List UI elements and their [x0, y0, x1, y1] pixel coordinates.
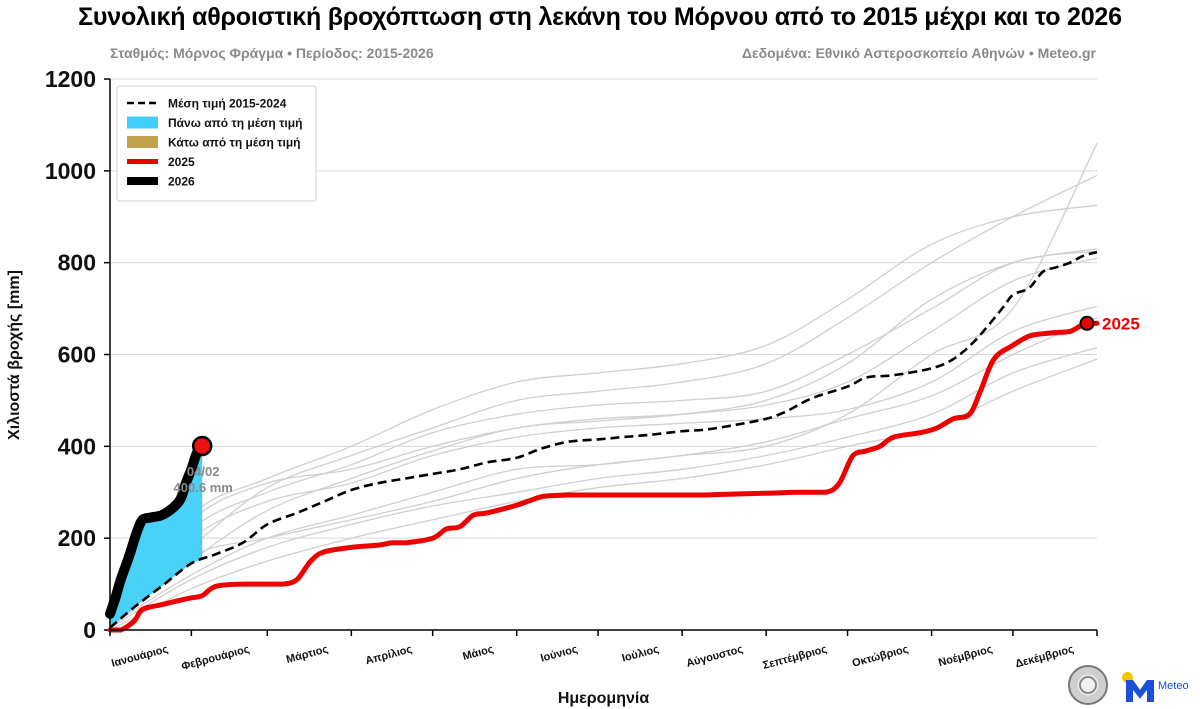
legend-label-above: Πάνω από τη μέση τιμή [168, 116, 302, 130]
meteo-mark-icon [1126, 680, 1154, 702]
above-mean-area [110, 446, 203, 628]
x-tick-label: Ιανουάριος [110, 643, 170, 670]
x-tick-label: Φεβρουάριος [180, 643, 251, 673]
background-year-line [109, 346, 1098, 629]
x-tick-label: Ιούνιος [539, 643, 579, 664]
meteo-wordmark: Meteo [1158, 680, 1189, 692]
background-year-line [109, 257, 1098, 613]
meteo-logo-icon: Meteo [1120, 672, 1195, 706]
mean-line [109, 250, 1098, 629]
legend-label-y2025: 2025 [168, 155, 195, 169]
x-tick-label: Μάιος [461, 643, 495, 663]
legend-swatch-above [127, 116, 158, 129]
y-axis-title: Χιλιοστά βροχής [mm] [6, 270, 23, 440]
legend: Μέση τιμή 2015-2024 Πάνω από τη μέση τιμή… [116, 85, 317, 202]
x-tick-label: Απρίλιος [364, 643, 414, 667]
x-tick-label: Μάρτιος [285, 643, 330, 666]
x-tick-label: Αύγουστος [685, 643, 745, 670]
legend-box [116, 85, 317, 202]
current-date-label: 04/02 [187, 464, 220, 479]
legend-label-below: Κάτω από τη μέση τιμή [168, 136, 301, 150]
x-tick-label: Νοέμβριος [937, 643, 994, 669]
background-year-line [109, 317, 1098, 626]
line-2026 [105, 441, 208, 619]
sun-icon [1122, 672, 1133, 683]
y-tick-label: 0 [83, 617, 96, 643]
x-tick-label: Οκτώβριος [851, 643, 910, 670]
x-tick-label: Σεπτέμβριος [762, 643, 829, 672]
x-axis-title: Ημερομηνία [558, 690, 650, 707]
current-value-label: 400.6 mm [174, 480, 233, 495]
end-label-2025: 2025 [1102, 314, 1140, 333]
x-tick-label: Ιούλιος [621, 643, 661, 664]
current-point-2026 [191, 435, 213, 457]
background-year-line [109, 305, 1098, 617]
chart-title: Συνολική αθροιστική βροχόπτωση στη λεκάν… [78, 3, 1122, 31]
x-tick-label: Δεκέμβριος [1014, 643, 1075, 670]
legend-label-mean: Μέση τιμή 2015-2024 [168, 97, 287, 111]
x-tick-labels: Ιανουάριος Φεβρουάριος Μάρτιος Απρίλιος Μάιο… [110, 643, 1075, 673]
legend-swatch-below [127, 136, 158, 148]
y-tick-label: 200 [58, 525, 96, 551]
y-tick-label: 600 [58, 342, 96, 368]
y-tick-label: 1200 [45, 66, 96, 92]
end-point-2025 [1079, 315, 1095, 331]
background-year-line [109, 204, 1098, 624]
line-2025 [107, 320, 1100, 633]
background-year-line [109, 143, 1098, 626]
background-year-line [109, 248, 1098, 629]
y-tick-label: 400 [58, 433, 96, 459]
background-year-line [109, 250, 1098, 619]
background-year-line [109, 174, 1098, 622]
observatory-seal-icon [1068, 665, 1108, 705]
y-tick-label: 1000 [45, 158, 96, 184]
y-tick-label: 800 [58, 250, 96, 276]
chart-subtitle-station: Σταθμός: Μόρνος Φράγμα • Περίοδος: 2015-… [110, 45, 434, 61]
legend-label-y2026: 2026 [168, 175, 195, 189]
background-years [109, 143, 1098, 631]
chart-subtitle-source: Δεδομένα: Εθνικό Αστεροσκοπείο Αθηνών • … [741, 45, 1096, 61]
